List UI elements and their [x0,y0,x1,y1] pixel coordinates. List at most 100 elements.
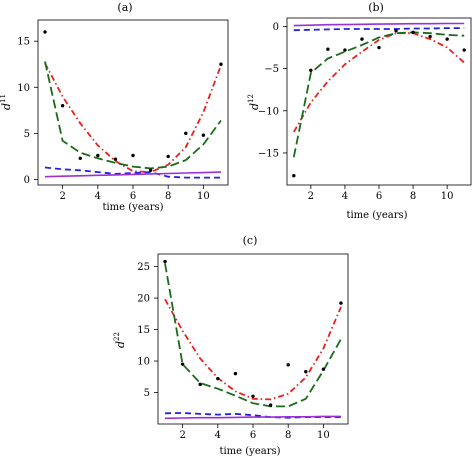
panel-c-ticks: 2 4 6 8 10 5 10 15 20 25 [137,262,329,441]
panel-b-label: (b) [368,1,384,14]
panel-b-data-point [343,48,347,52]
panel-a-xtick-label: 8 [165,191,171,202]
panel-b-xlabel: time (years) [346,210,407,221]
panel-a-data-point [96,153,100,158]
panel-b-ytick-label: −5 [264,64,279,75]
panel-b-ylabel-base: d [248,103,261,110]
panel-c-data-point [216,376,220,381]
panel-a-ylabel: d11 [0,94,13,110]
panel-c-points [163,259,343,407]
panel-c-data-point [304,370,308,374]
panel-b-solid-line [293,22,465,27]
panel-a-ylabel-base: d [0,103,13,110]
panel-a-xtick-label: 4 [95,191,101,202]
panel-c-data-point [198,382,202,387]
panel-c-data-point [268,403,273,407]
panel-b-longdash-line [292,31,465,158]
panel-b-ylabel: d12 [247,94,261,110]
panel-a-ytick-label: 5 [24,129,30,140]
panel-c-data-point [321,367,326,371]
panel-c-xtick-label: 10 [317,430,330,441]
panel-a-data-point [43,30,47,34]
panel-b-xtick-label: 4 [342,191,348,202]
panel-c-xtick-label: 6 [250,430,256,441]
panel-a-xtick-label: 2 [59,191,65,202]
panel-b-data-point [292,174,296,178]
panel-b-plot-frame [286,17,472,186]
panel-b-ylabel-sup: 12 [247,94,255,103]
panel-b-ticks: 2 4 6 8 10 0 −5 −10 −15 [258,22,454,202]
panel-b-data-point [445,37,449,41]
panel-c-solid-line [164,415,341,420]
panel-a-data-point [131,153,135,158]
panel-b: (b) 2 4 6 8 10 0 −5 −10 −15 time (years) d12 [247,1,472,221]
panel-a-solid-line [44,171,222,178]
panel-a-longdash-line [44,61,222,170]
panel-a-ytick-label: 10 [17,83,30,94]
panel-b-data-point [394,28,398,33]
panel-a-points [43,30,223,172]
panel-c-ytick-label: 20 [137,294,150,305]
panel-b-ytick-label: −15 [258,148,279,159]
panel-a-ytick-label: 0 [24,175,30,186]
panel-b-points [292,28,466,178]
panel-a-dotdash-line [44,62,222,174]
panel-a-data-point [219,62,223,66]
panel-c-data-point [251,394,255,398]
panel-b-data-point [326,47,330,51]
panel-c-ytick-label: 15 [137,325,150,336]
panel-b-dashed-line [293,27,465,32]
panel-c-ylabel-sup: 22 [113,332,121,341]
panel-b-ytick-label: 0 [273,22,279,33]
panel-c-label: (c) [243,234,258,247]
panel-b-dotdash-line [293,32,465,133]
panel-b-xtick-label: 2 [308,191,314,202]
panel-a-xlabel: time (years) [102,202,163,213]
panel-c-data-point [163,259,167,264]
panel-c-series [164,263,342,420]
panel-a-data-point [148,168,153,172]
panel-b-ytick-label: −10 [258,106,279,117]
panel-a-data-point [201,133,206,137]
panel-c-dotdash-line [164,298,342,401]
panel-b-data-point [360,37,364,41]
panel-c-xlabel: time (years) [219,446,280,457]
panel-b-xtick-label: 8 [410,191,416,202]
panel-c-ylabel-base: d [114,341,127,348]
panel-b-xtick-label: 6 [376,191,382,202]
panel-c: (c) 2 4 6 8 10 5 10 15 20 25 time (years) d22 [113,234,349,457]
panel-c-data-point [180,362,185,366]
panel-b-series [292,22,465,158]
panel-b-data-point [462,48,466,52]
panel-b-data-point [309,68,313,72]
panel-a-ticks: 2 4 6 8 10 0 5 10 15 [17,37,209,202]
panel-a: (a) 2 4 6 8 10 0 5 10 15 time (years) d11 [0,1,229,213]
panel-c-xtick-label: 8 [285,430,291,441]
panel-a-data-point [166,154,170,159]
panel-b-xtick-label: 10 [441,191,454,202]
panel-b-data-point [377,45,381,50]
panel-c-ytick-label: 5 [144,388,150,399]
panel-c-xtick-label: 2 [179,430,185,441]
panel-a-ylabel-sup: 11 [0,94,7,103]
panel-a-data-point [78,156,82,160]
panel-a-xtick-label: 6 [130,191,136,202]
panel-c-ytick-label: 10 [137,357,150,368]
panel-b-data-point [428,34,432,39]
panel-c-data-point [233,371,238,376]
panel-b-data-point [411,30,415,35]
panel-a-series [44,61,222,179]
panel-c-longdash-line [164,263,342,408]
panel-a-data-point [113,157,118,161]
panel-c-ytick-label: 25 [137,262,150,273]
panel-c-xtick-label: 4 [215,430,221,441]
panel-a-ytick-label: 15 [17,37,30,48]
panel-a-xtick-label: 10 [197,191,210,202]
panel-c-data-point [339,301,343,305]
panel-a-data-point [184,131,188,136]
panel-c-data-point [286,363,290,367]
panel-a-data-point [60,104,65,108]
panel-a-label: (a) [117,1,132,14]
panel-c-ylabel: d22 [113,332,127,348]
